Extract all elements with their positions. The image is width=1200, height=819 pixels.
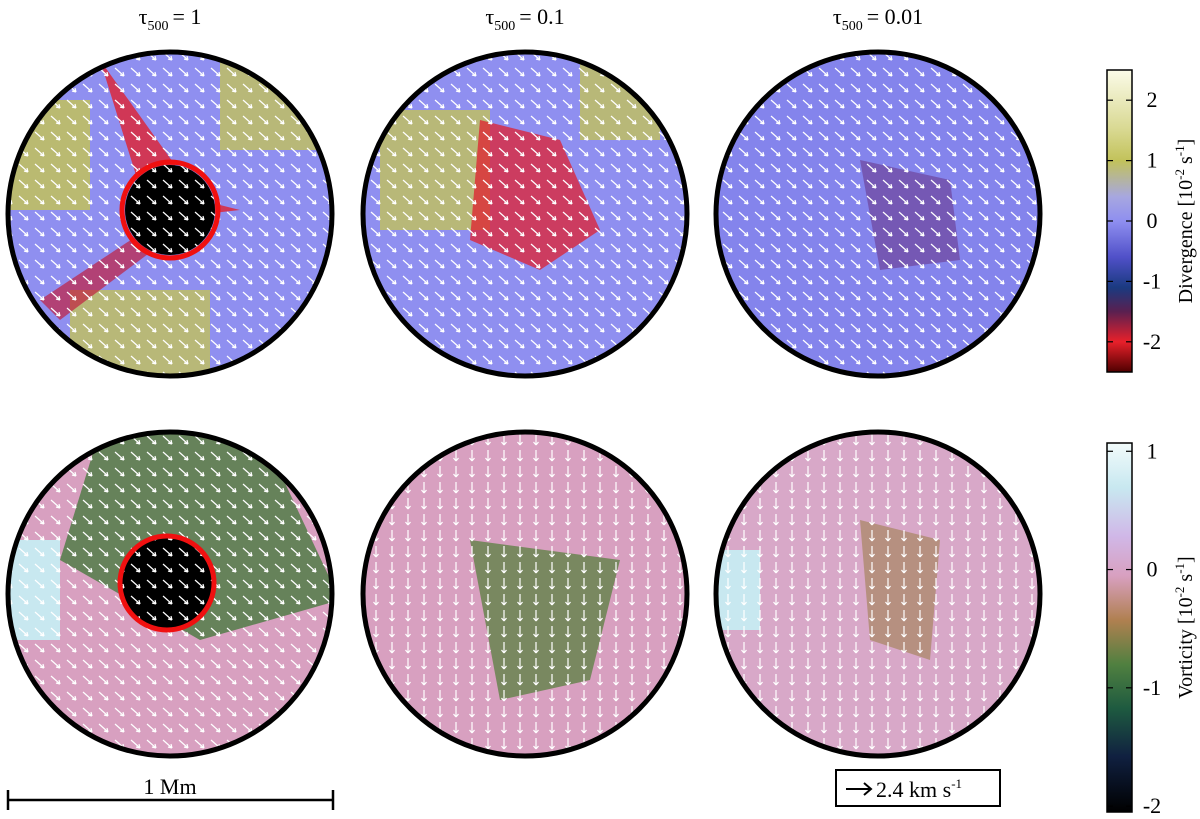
vector-key: 2.4 km s-1 <box>835 769 1001 807</box>
vector-key-label: 2.4 km s-1 <box>876 776 962 802</box>
colorbar-label-part: -1 <box>1172 563 1187 574</box>
colorbar-label: Vorticity [10-2 s-1] <box>1172 556 1197 698</box>
colorbar-label-part: s <box>1175 156 1197 169</box>
vortex-marker <box>119 159 221 261</box>
colorbar-label-part: -2 <box>1172 169 1187 180</box>
colorbar-tick-label: 0 <box>1147 557 1158 582</box>
colorbar-label-part: Divergence [10 <box>1175 180 1197 303</box>
panel-title: τ500 = 0.1 <box>485 4 564 34</box>
colorbar <box>1106 442 1133 813</box>
vorticity-map <box>363 432 687 756</box>
colorbar-label-part: ] <box>1175 556 1197 563</box>
colorbar-label-part: ] <box>1175 139 1197 146</box>
vortex-marker <box>117 533 217 633</box>
colorbar-label-part: s <box>1175 574 1197 587</box>
colorbar-label-part: -1 <box>1172 145 1187 156</box>
colorbar-label-part: Vorticity [10 <box>1175 597 1197 698</box>
colorbar-tick-label: 2 <box>1147 87 1158 112</box>
colorbar-tick-label: -1 <box>1143 675 1161 700</box>
colorbar-tick-label: -2 <box>1143 793 1161 814</box>
panel-borders <box>5 49 1043 759</box>
scale-label: 1 Mm <box>143 774 196 799</box>
colorbar-label-part: -2 <box>1172 587 1187 598</box>
divergence-map <box>363 52 687 376</box>
vorticity-map <box>716 432 1040 756</box>
colorbar-label: Divergence [10-2 s-1] <box>1172 139 1197 304</box>
panel-title: τ500 = 0.01 <box>833 4 923 34</box>
colorbar-tick-label: 1 <box>1147 438 1158 463</box>
divergence-map <box>8 52 332 376</box>
divergence-map <box>716 52 1040 376</box>
panel-titles: τ500 = 1 τ500 = 0.1 τ500 = 0.01 <box>139 4 924 34</box>
colorbar-tick-label: 1 <box>1147 148 1158 173</box>
colorbar-tick-label: -2 <box>1143 329 1161 354</box>
vorticity-map <box>8 432 332 756</box>
scale-bar: 1 Mm <box>6 774 335 810</box>
panel-title: τ500 = 1 <box>139 4 202 34</box>
colorbar-tick-label: -1 <box>1143 268 1161 293</box>
colorbar-tick-label: 0 <box>1147 208 1158 233</box>
